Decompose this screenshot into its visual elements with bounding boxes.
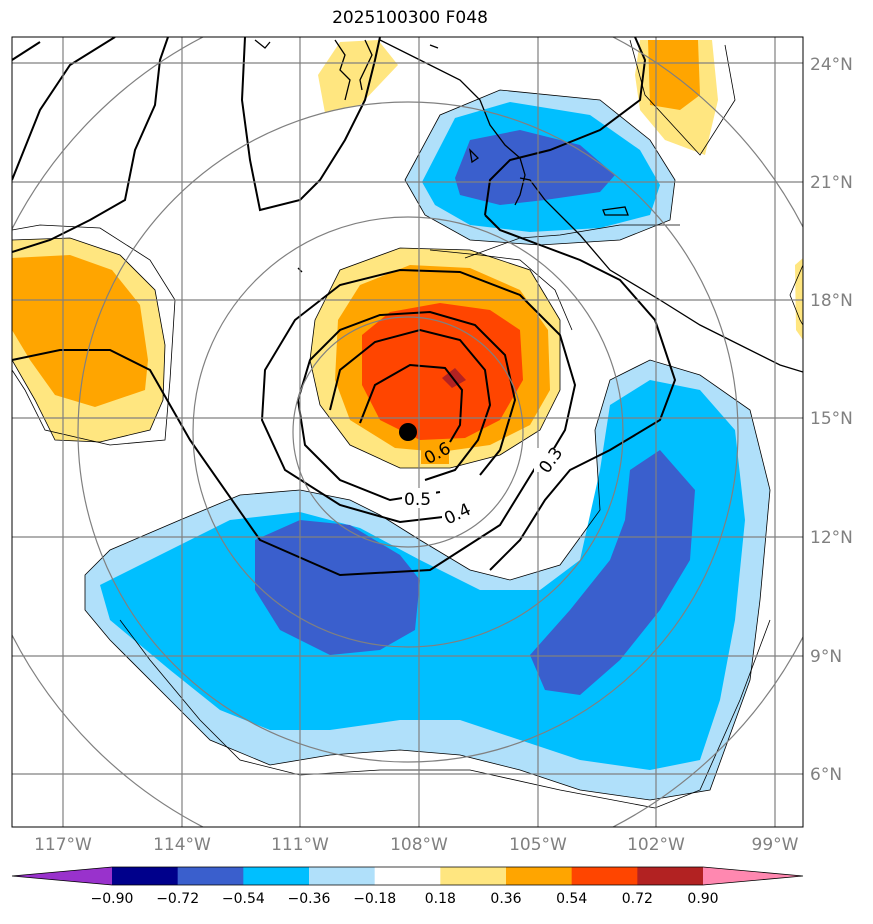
contour-labels: 0.6 0.5 0.4 0.3 bbox=[402, 439, 567, 529]
lon-tick-102W: 102°W bbox=[627, 835, 685, 855]
lon-tick-99W: 99°W bbox=[752, 835, 799, 855]
lat-tick-9N: 9°N bbox=[810, 647, 842, 667]
colorbar-tick-label: −0.36 bbox=[288, 891, 331, 907]
colorbar-segment bbox=[440, 867, 507, 885]
map-frame bbox=[11, 36, 804, 828]
colorbar-outline bbox=[11, 866, 804, 886]
lat-tick-6N: 6°N bbox=[810, 765, 842, 785]
map-title: 2025100300 F048 bbox=[332, 8, 488, 28]
colorbar-extension-high bbox=[703, 867, 803, 885]
colorbar-segment bbox=[374, 867, 441, 885]
colorbar-tick-label: 0.36 bbox=[490, 891, 521, 907]
colorbar-segment bbox=[309, 867, 376, 885]
lat-tick-18N: 18°N bbox=[810, 291, 853, 311]
latitude-tick-labels: 24°N 21°N 18°N 15°N 12°N 9°N 6°N bbox=[810, 55, 853, 785]
bold-contours bbox=[12, 37, 677, 577]
colorbar-tick-label: −0.90 bbox=[91, 891, 134, 907]
lat-tick-12N: 12°N bbox=[810, 528, 853, 548]
colorbar-tick-label: 0.90 bbox=[687, 891, 718, 907]
lat-tick-24N: 24°N bbox=[810, 55, 853, 75]
colorbar-tick-label: −0.72 bbox=[156, 891, 199, 907]
colorbar-tick-label: 0.18 bbox=[425, 891, 456, 907]
lon-tick-114W: 114°W bbox=[153, 835, 211, 855]
colorbar-tick-label: −0.54 bbox=[222, 891, 265, 907]
colorbar-segment bbox=[112, 867, 179, 885]
lon-tick-105W: 105°W bbox=[509, 835, 567, 855]
filled-anomaly-field bbox=[12, 40, 803, 800]
graticule bbox=[12, 37, 803, 827]
colorbar-tick-label: −0.18 bbox=[353, 891, 396, 907]
longitude-tick-labels: 117°W 114°W 111°W 108°W 105°W 102°W 99°W bbox=[34, 835, 799, 855]
colorbar-segment bbox=[243, 867, 310, 885]
storm-center-dot bbox=[399, 423, 417, 441]
lat-tick-15N: 15°N bbox=[810, 409, 853, 429]
lat-tick-21N: 21°N bbox=[810, 173, 853, 193]
map-area: 0.6 0.5 0.4 0.3 bbox=[12, 37, 803, 827]
colorbar-segment bbox=[571, 867, 638, 885]
lon-tick-117W: 117°W bbox=[34, 835, 92, 855]
colorbar-tick-label: 0.72 bbox=[622, 891, 653, 907]
colorbar-extension-low bbox=[12, 867, 112, 885]
contour-label-05: 0.5 bbox=[404, 490, 431, 510]
colorbar-segment bbox=[506, 867, 573, 885]
colorbar-segment bbox=[637, 867, 704, 885]
colorbar-segment bbox=[177, 867, 244, 885]
colorbar-tick-label: 0.54 bbox=[556, 891, 587, 907]
lon-tick-108W: 108°W bbox=[390, 835, 448, 855]
colorbar: −0.90 −0.72 −0.54 −0.36 −0.18 0.18 0.36 0.54 0.7… bbox=[11, 866, 804, 907]
lon-tick-111W: 111°W bbox=[271, 835, 329, 855]
